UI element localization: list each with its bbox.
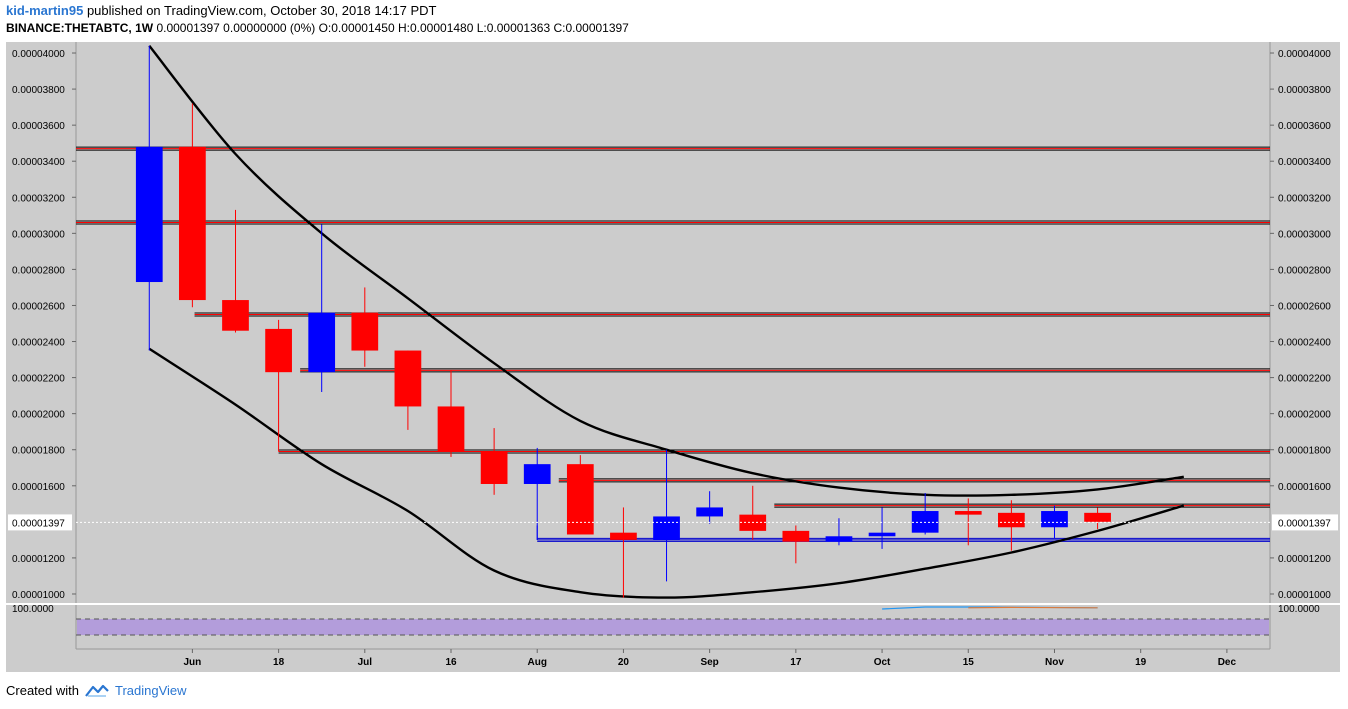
candle-up[interactable] [911,511,939,533]
y-tick-label-right: 0.00002600 [1278,301,1331,312]
y-tick-label-right: 0.00003400 [1278,157,1331,168]
candle-down[interactable] [998,512,1025,528]
y-tick-label-left: 0.00002000 [12,410,65,421]
chart-frame [6,42,1340,672]
candle-down[interactable] [179,146,206,301]
last-price-badge-right [1272,514,1338,531]
candle-up[interactable] [868,532,896,537]
tradingview-link[interactable]: TradingView [85,683,187,698]
x-tick-label: Aug [527,657,546,668]
candle-up[interactable] [308,312,336,373]
y-tick-label-left: 0.00004000 [12,49,65,60]
y-tick-label-right: 0.00001600 [1278,482,1331,493]
y-tick-label-right: 0.00004000 [1278,49,1331,60]
upper-arc-curve [148,45,1184,497]
candle-down[interactable] [394,350,422,407]
y-tick-label-left: 0.00001200 [12,554,65,565]
y-tick-label-right: 0.00003800 [1278,85,1331,96]
candle-down[interactable] [437,406,465,452]
tradingview-brand: TradingView [114,683,187,698]
y-tick-label-left: 0.00002400 [12,338,65,349]
footer: Created with TradingView [6,683,187,698]
y-tick-label-left: 0.00001000 [12,590,65,601]
candle-down[interactable] [480,451,508,484]
candle-down[interactable] [566,464,594,535]
author-name[interactable]: kid-martin95 [6,3,84,18]
ohlc-values: 0.00001397 0.00000000 (0%) O:0.00001450 … [156,21,629,35]
x-tick-label: 15 [963,657,975,668]
y-tick-label-right: 0.00002200 [1278,374,1331,385]
candle-up[interactable] [523,464,551,484]
candle-down[interactable] [351,312,379,351]
header-line-2: BINANCE:THETABTC, 1W 0.00001397 0.000000… [6,21,629,35]
x-tick-label: Sep [700,657,718,668]
x-tick-label: Dec [1218,657,1237,668]
created-with-label: Created with [6,683,79,698]
y-tick-label-right: 0.00003200 [1278,193,1331,204]
price-chart[interactable]: 100.0000 100.0000 0.00004000 0.00004000 0.00… [0,0,1348,680]
y-tick-label-right: 0.00003600 [1278,121,1331,132]
y-tick-label-right: 0.00003000 [1278,229,1331,240]
y-tick-label-left: 0.00001800 [12,446,65,457]
x-tick-label: 20 [618,657,630,668]
indicator-band [77,619,1269,635]
y-tick-label-right: 0.00001200 [1278,554,1331,565]
y-tick-label-left: 0.00002200 [12,374,65,385]
x-tick-label: 18 [273,657,285,668]
y-tick-label-left: 0.00003200 [12,193,65,204]
candle-down[interactable] [1084,512,1111,522]
last-price-label-left: 0.00001397 [12,518,65,529]
candle-down[interactable] [782,530,810,542]
y-tick-label-left: 0.00003400 [12,157,65,168]
candle-up[interactable] [1041,511,1068,528]
candle-up[interactable] [696,507,724,517]
y-tick-label-right: 0.00002000 [1278,410,1331,421]
candle-down[interactable] [610,532,637,540]
published-info: published on TradingView.com, October 30… [86,3,437,18]
x-tick-label: Nov [1045,657,1064,668]
last-price-label-right: 0.00001397 [1278,518,1331,529]
header-line-1: kid-martin95 published on TradingView.co… [6,3,436,18]
candle-up[interactable] [135,146,163,283]
candle-up[interactable] [825,536,853,542]
x-tick-label: 19 [1135,657,1147,668]
indicator-value-label-right: 100.0000 [1278,604,1320,615]
tradingview-logo-icon [85,684,109,697]
x-tick-label: 17 [790,657,802,668]
y-tick-label-left: 0.00002600 [12,301,65,312]
y-tick-label-right: 0.00001000 [1278,590,1331,601]
y-tick-label-right: 0.00001800 [1278,446,1331,457]
y-tick-label-left: 0.00003000 [12,229,65,240]
candle-down[interactable] [265,328,292,373]
x-tick-label: Jun [183,657,201,668]
x-tick-label: Jul [358,657,373,668]
y-tick-label-right: 0.00002400 [1278,338,1331,349]
y-tick-label-left: 0.00003600 [12,121,65,132]
y-tick-label-left: 0.00003800 [12,85,65,96]
candle-down[interactable] [222,300,249,331]
x-tick-label: 16 [445,657,457,668]
x-tick-label: Oct [874,657,891,668]
candle-up[interactable] [653,516,680,540]
symbol-label: BINANCE:THETABTC, 1W [6,21,154,35]
y-tick-label-left: 0.00002800 [12,265,65,276]
lower-arc-curve [148,347,1185,599]
indicator-value-label-left: 100.0000 [12,604,54,615]
last-price-badge-left [8,514,72,531]
y-tick-label-right: 0.00002800 [1278,265,1331,276]
candle-down[interactable] [954,511,982,515]
y-tick-label-left: 0.00001600 [12,482,65,493]
